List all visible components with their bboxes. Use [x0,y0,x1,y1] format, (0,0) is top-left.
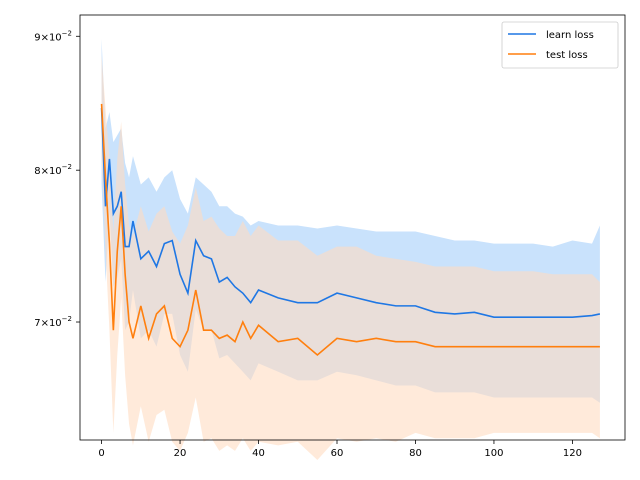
series-lines [100,103,601,357]
x-tick-label: 120 [563,448,582,459]
legend-box [501,21,619,69]
y-tick-label: 8×10−2 [34,163,72,177]
legend-label-learn-loss: learn loss [546,30,594,41]
y-axis: 7×10−2 8×10−2 9×10−2 [34,29,80,329]
x-tick-label: 0 [98,448,104,459]
test-loss-band [101,55,600,460]
test-loss-line [100,103,600,357]
x-tick-label: 60 [331,448,344,459]
y-tick-label: 9×10−2 [34,29,72,43]
x-tick-label: 100 [484,448,503,459]
y-tick-label: 7×10−2 [34,315,72,329]
legend: learn loss test loss [501,21,619,69]
legend-label-test-loss: test loss [546,50,588,61]
learn-loss-line [100,107,601,318]
x-tick-label: 80 [409,448,422,459]
confidence-bands [101,38,600,460]
x-axis: 0 20 40 60 80 100 120 [98,440,582,459]
plot-frame [79,14,626,441]
x-tick-label: 20 [174,448,187,459]
x-tick-label: 40 [252,448,265,459]
